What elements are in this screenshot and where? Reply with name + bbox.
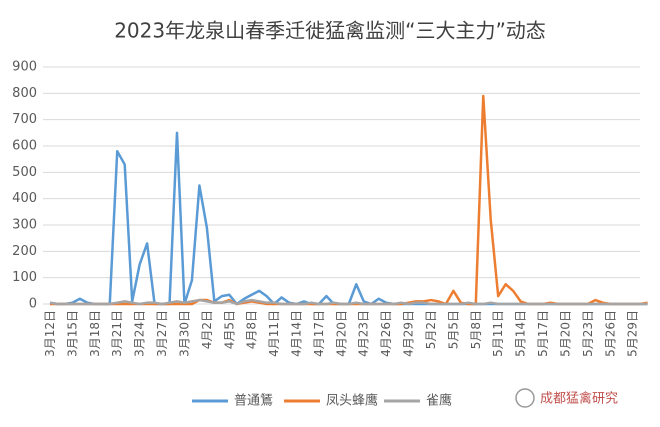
y-tick-label: 700 <box>12 112 37 127</box>
x-tick-label: 5月11日 <box>491 310 505 357</box>
y-tick-label: 0 <box>29 297 37 312</box>
series-line <box>49 298 648 306</box>
legend-label: 雀鹰 <box>426 393 452 409</box>
x-tick-label: 5月17日 <box>536 310 550 357</box>
x-tick-label: 5月29日 <box>626 310 640 357</box>
x-tick-label: 3月24日 <box>133 310 147 357</box>
x-tick-label: 4月14日 <box>290 310 304 357</box>
y-tick-label: 200 <box>12 244 37 259</box>
x-tick-label: 5月2日 <box>424 310 438 349</box>
x-tick-label: 4月23日 <box>357 310 371 357</box>
x-tick-label: 5月8日 <box>469 310 483 349</box>
x-tick-label: 5月23日 <box>581 310 595 357</box>
x-tick-label: 5月5日 <box>446 310 460 349</box>
y-tick-label: 900 <box>12 60 37 75</box>
x-tick-label: 4月17日 <box>312 310 326 357</box>
x-tick-label: 3月18日 <box>88 310 102 357</box>
x-tick-label: 4月11日 <box>267 310 281 357</box>
x-tick-label: 3月30日 <box>177 310 191 357</box>
y-tick-label: 500 <box>12 165 37 180</box>
x-tick-label: 3月27日 <box>155 310 169 357</box>
x-tick-label: 5月26日 <box>603 310 617 357</box>
y-tick-label: 800 <box>12 86 37 101</box>
x-tick-label: 5月20日 <box>558 310 572 357</box>
y-tick-label: 400 <box>12 191 37 206</box>
x-tick-label: 4月2日 <box>200 310 214 349</box>
chart-title: 2023年龙泉山春季迁徙猛禽监测“三大主力”动态 <box>114 19 546 43</box>
x-tick-label: 3月12日 <box>43 310 57 357</box>
x-tick-label: 4月29日 <box>402 310 416 357</box>
legend-label: 凤头蜂鹰 <box>326 393 378 409</box>
x-tick-label: 3月21日 <box>110 310 124 357</box>
watermark-icon <box>515 388 535 408</box>
x-tick-label: 4月26日 <box>379 310 393 357</box>
x-tick-label: 5月14日 <box>514 310 528 357</box>
legend-label: 普通鵟 <box>234 393 273 409</box>
watermark-text: 成都猛禽研究 <box>540 391 618 407</box>
x-tick-label: 4月5日 <box>222 310 236 349</box>
x-tick-label: 4月20日 <box>334 310 348 357</box>
y-tick-label: 600 <box>12 139 37 154</box>
x-tick-label: 3月15日 <box>65 310 79 357</box>
y-tick-label: 100 <box>12 270 37 285</box>
y-tick-label: 300 <box>12 218 37 233</box>
x-tick-label: 4月8日 <box>245 310 259 349</box>
watermark: 成都猛禽研究 <box>515 388 618 408</box>
